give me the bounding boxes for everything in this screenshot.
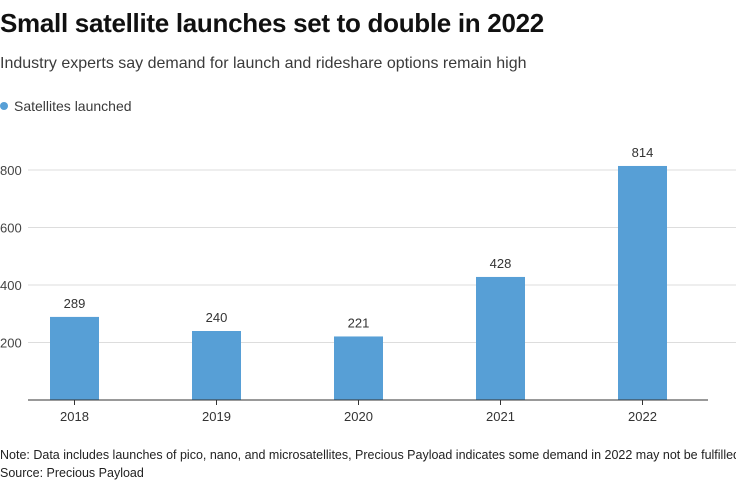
y-tick-label: 800 [0, 163, 22, 178]
footnote: Note: Data includes launches of pico, na… [0, 448, 736, 462]
bar [618, 165, 667, 400]
data-label: 240 [206, 310, 228, 325]
chart-subtitle: Industry experts say demand for launch a… [0, 55, 527, 72]
x-tick-label: 2018 [60, 409, 89, 424]
data-label: 289 [64, 296, 86, 311]
bar [334, 336, 383, 400]
y-tick-label: 200 [0, 336, 22, 351]
x-tick-label: 2021 [486, 409, 515, 424]
y-tick-label: 400 [0, 278, 22, 293]
bar [192, 331, 241, 400]
legend: Satellites launched [0, 98, 132, 114]
x-tick-label: 2022 [628, 409, 657, 424]
data-label: 814 [632, 145, 654, 160]
bar [50, 316, 99, 400]
chart-title: Small satellite launches set to double i… [0, 8, 544, 38]
legend-swatch [0, 102, 8, 110]
source-note: Source: Precious Payload [0, 466, 144, 480]
x-tick-label: 2020 [344, 409, 373, 424]
legend-label: Satellites launched [14, 98, 132, 114]
data-label: 428 [490, 256, 512, 271]
data-label: 221 [348, 315, 370, 330]
y-tick-label: 600 [0, 221, 22, 236]
bar-chart: 200 400 600 800 289 2018 240 2019 221 2020 428 2021… [0, 145, 736, 424]
x-tick-label: 2019 [202, 409, 231, 424]
bar [476, 276, 525, 400]
